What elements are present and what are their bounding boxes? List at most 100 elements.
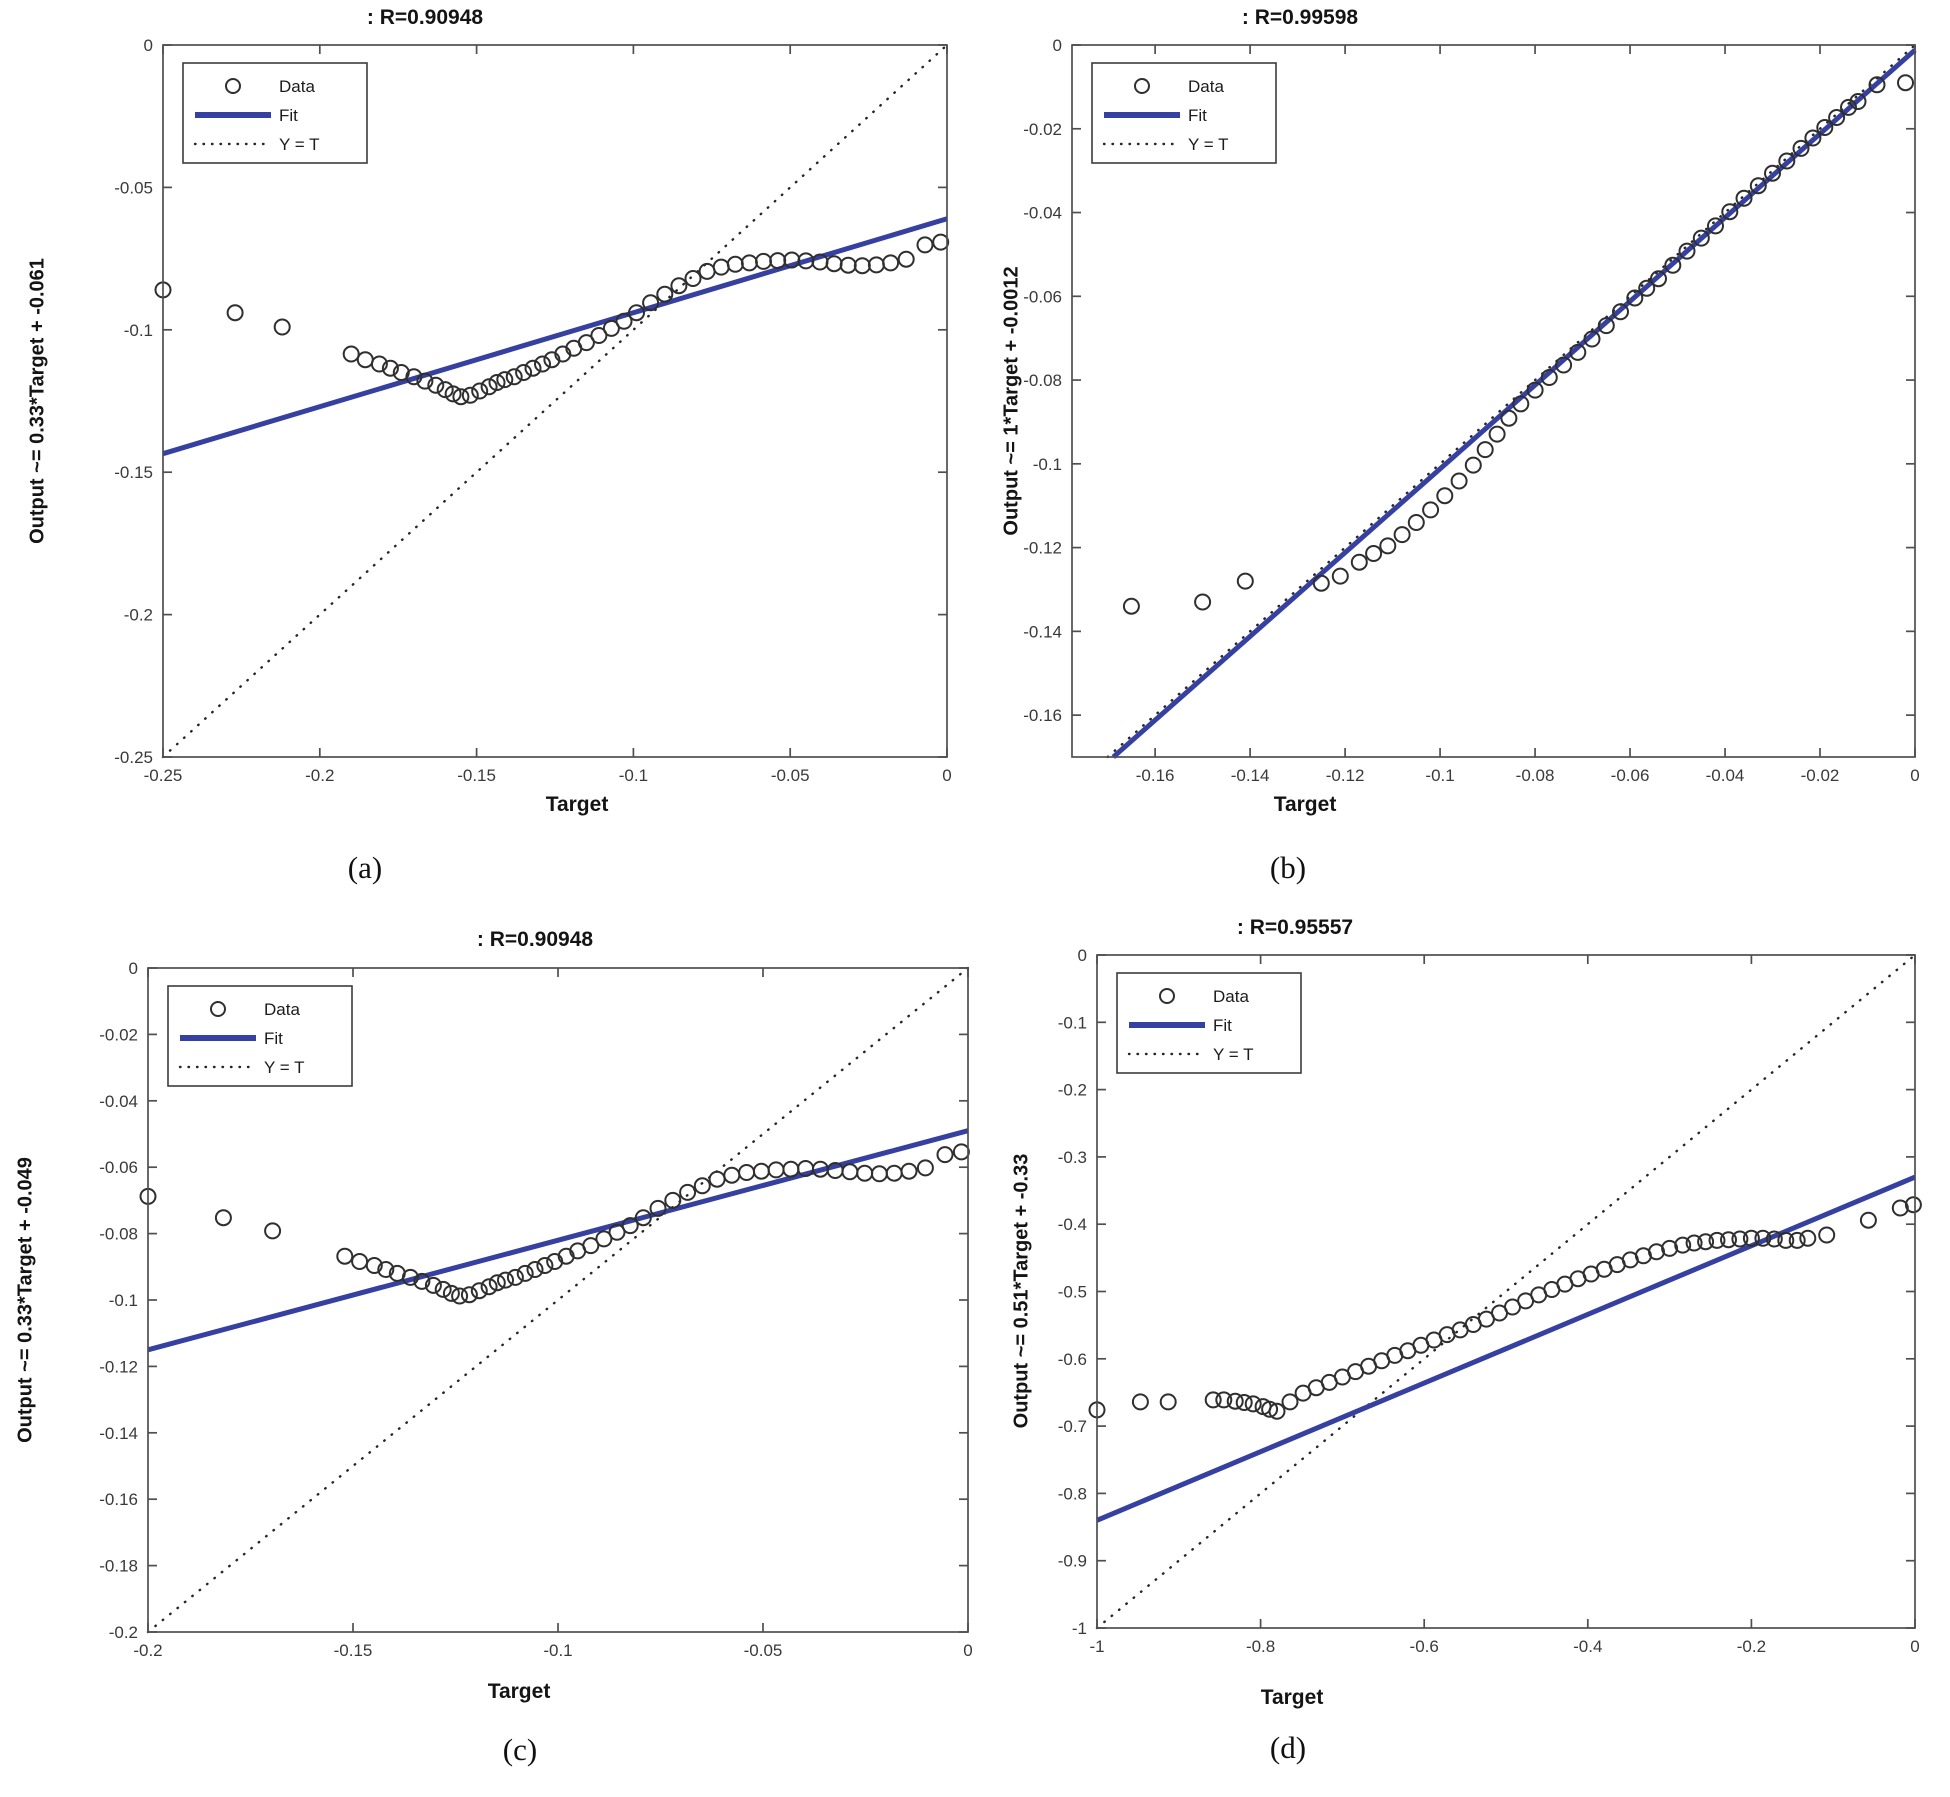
data-point [1281,1393,1299,1411]
fit-line [1096,1174,1916,1523]
data-point [1707,217,1724,235]
x-tick-label: -0.2 [305,766,334,785]
data-point [1312,574,1330,592]
legend-label: Fit [264,1029,283,1048]
y-tick-label: -0.2 [1058,1081,1087,1100]
data-point [460,1286,478,1304]
data-point [461,386,479,404]
data-point [634,1209,652,1227]
data-point [1122,597,1140,615]
y-tick-label: -0.2 [109,1623,138,1642]
data-point [351,1253,369,1270]
subplot-d-plot: -1 -0.8 -0.6 -0.4 -0.2 0 0 -0.1 -0.2 -0.3 -0.4 -0.5… [1058,946,1922,1656]
data-point [1159,1393,1177,1411]
data-point [416,372,434,390]
chart-c-title: : R=0.90948 [476,928,594,951]
data-point [1626,289,1644,307]
data-point [1708,1231,1726,1249]
y-tick-label: -1 [1072,1619,1087,1638]
data-point [738,1164,756,1181]
legend-label: Data [264,1000,300,1019]
x-tick-label: -0.12 [1326,766,1365,785]
data-point [882,254,900,272]
data-point [370,355,388,373]
y-tick-label: -0.08 [1023,371,1062,390]
data-point [1638,279,1656,297]
data-point [1818,1226,1836,1244]
data-point [590,327,608,344]
data-point [444,385,462,403]
data-point [752,1162,770,1180]
data-point [670,277,688,295]
legend-data-marker-icon [225,78,241,94]
data-point [679,1183,697,1201]
data-point [1450,472,1468,490]
data-point [900,1162,918,1180]
x-tick-label: -0.15 [334,1641,373,1660]
data-point [1721,203,1739,221]
x-tick-label: -0.02 [1801,766,1840,785]
data-point [1215,1391,1233,1409]
data-point [1840,98,1857,116]
data-point [1674,1236,1692,1254]
subplot-c-plot: -0.2 -0.15 -0.1 -0.05 0 0 -0.02 -0.04 -0.06 -0.08… [99,959,972,1660]
data-point [1650,270,1667,288]
chart-c-caption: (c) [502,1732,538,1767]
legend-label: Fit [279,106,298,125]
data-point [825,255,843,273]
data-point [515,364,533,381]
legend-label: Y = T [279,135,319,154]
chart-a-xlabel: Target [545,793,609,816]
data-point [1904,1196,1922,1214]
chart-d-title: : R=0.95557 [1236,916,1354,939]
data-point [856,1164,874,1182]
data-point [516,1264,534,1282]
data-point [1597,317,1615,335]
y-tick-label: -0.14 [99,1424,138,1443]
data-point [1131,1393,1149,1411]
data-point [336,1247,354,1265]
data-point [726,255,744,273]
data-point [536,1257,554,1274]
legend-label: Y = T [1188,135,1228,154]
data-point [952,1143,970,1161]
y-tick-label: -0.1 [1033,455,1062,474]
data-point [413,1272,431,1290]
legend-data-marker-icon [1159,988,1175,1004]
legend-data-marker-icon [1134,78,1150,94]
data-point [1612,303,1629,321]
data-point [1792,139,1810,157]
x-tick-label: 0 [963,1641,972,1660]
data-point [1555,356,1573,374]
chart-d-caption: (d) [1269,1730,1307,1765]
y-tick-label: 0 [129,959,138,978]
data-point [1500,409,1518,427]
data-point [1891,1199,1909,1217]
y-tick-label: -0.16 [1023,706,1062,725]
data-point [1583,330,1601,348]
y-tick-label: 0 [1078,946,1087,965]
y-tick-label: -0.12 [1023,539,1062,558]
data-point [1692,229,1710,247]
data-point [664,1191,682,1209]
data-point [656,285,674,303]
data-point [684,270,702,287]
data-point [1204,1391,1222,1409]
identity-line [161,43,949,759]
data-point [1379,537,1397,555]
data-point [1569,343,1587,361]
data-point [1407,514,1425,531]
data-point [885,1164,903,1182]
x-tick-label: -0.1 [543,1641,572,1660]
legend-label: Data [279,77,315,96]
y-tick-label: -0.3 [1058,1148,1087,1167]
legend-label: Fit [1188,106,1207,125]
data-point [755,252,772,270]
data-point [740,254,758,272]
x-tick-label: -0.05 [771,766,810,785]
y-tick-label: -0.06 [1023,287,1062,306]
data-point [405,368,423,386]
data-point [1526,381,1544,399]
data-point [1365,545,1383,562]
